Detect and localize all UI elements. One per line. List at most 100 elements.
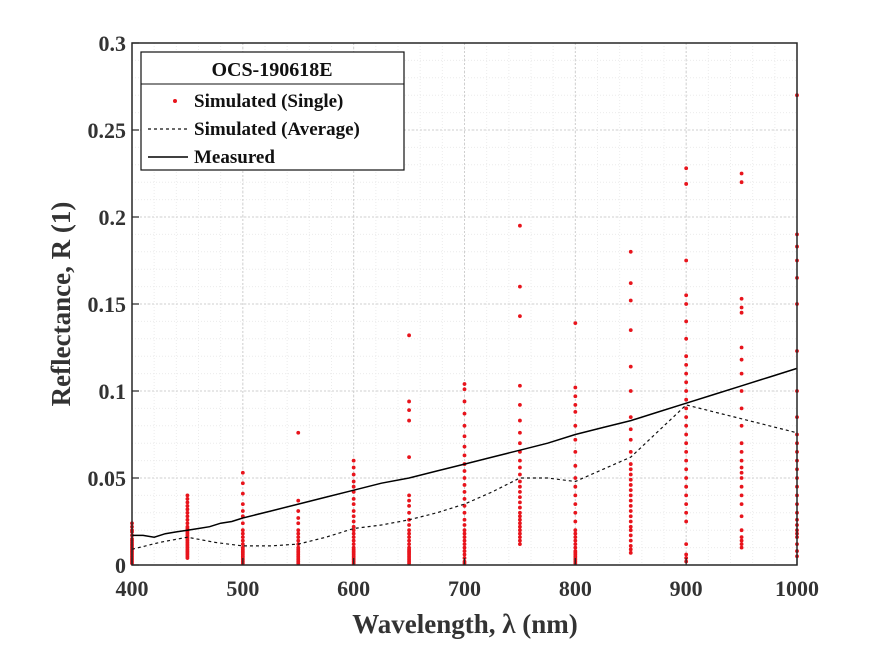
simulated-single-point [462,528,467,533]
simulated-single-point [407,510,411,515]
simulated-single-point [407,538,411,543]
simulated-single-point [573,531,578,536]
simulated-single-point [684,293,689,298]
simulated-single-point [684,166,689,171]
y-tick-label: 0.3 [99,31,127,56]
simulated-single-point [462,483,467,487]
simulated-single-point [407,542,411,547]
simulated-single-point [240,542,245,547]
simulated-single-point [684,476,689,480]
simulated-single-point [518,383,522,388]
simulated-single-point [684,371,689,376]
simulated-single-point [462,411,467,416]
simulated-single-point [684,542,689,547]
simulated-single-point [573,510,578,515]
simulated-single-point [240,538,245,543]
simulated-single-point [462,382,467,386]
simulated-single-point [628,538,633,543]
simulated-single-point [462,399,467,404]
simulated-single-point [573,437,578,442]
simulated-single-point [351,519,356,524]
simulated-single-point [684,354,689,359]
simulated-single-point [351,496,356,501]
simulated-single-point [684,423,689,428]
simulated-single-point [518,521,522,526]
simulated-single-point [628,415,633,419]
simulated-single-point [351,531,356,536]
simulated-single-point [573,535,578,540]
simulated-single-point [739,458,744,463]
legend-label-average: Simulated (Average) [194,119,360,140]
simulated-single-point [573,502,578,506]
simulated-single-point [739,493,744,498]
simulated-single-point [240,528,245,533]
simulated-single-point [739,371,744,376]
simulated-single-point [185,517,190,522]
simulated-single-point [628,364,633,369]
simulated-single-point [240,470,245,475]
simulated-single-point [628,528,633,533]
simulated-single-point [684,450,689,454]
simulated-single-point [573,403,578,407]
legend-swatch-single [173,99,177,103]
measured-line [132,367,798,538]
tick-layer: 400 500 600 700 800 900 1000 0 0.05 0.1 0.15 0.2 0.2… [88,31,820,601]
simulated-single-point [185,524,190,529]
simulated-single-point [296,531,301,536]
simulated-single-point [185,514,190,519]
simulated-single-point [407,455,411,460]
simulated-single-point [462,545,467,550]
simulated-single-point [407,408,411,413]
simulated-single-point [684,406,689,411]
simulated-single-point [628,543,633,548]
simulated-single-point [739,528,744,533]
simulated-single-point [628,524,633,529]
simulated-single-point [407,528,411,533]
simulated-single-point [240,502,245,506]
simulated-single-point [518,528,522,533]
simulated-single-point [573,394,578,399]
simulated-single-point [573,463,578,468]
simulated-single-point [739,470,744,475]
legend-label-single: Simulated (Single) [194,91,343,112]
simulated-single-point [462,542,467,547]
simulated-single-point [351,545,356,550]
simulated-single-point [240,481,245,486]
simulated-single-point [462,496,467,501]
simulated-single-point [684,552,689,557]
y-tick-label: 0.15 [88,292,127,317]
simulated-single-point [240,491,245,496]
x-tick-label: 600 [337,576,370,601]
simulated-single-point [351,524,356,529]
simulated-single-point [462,453,467,458]
x-tick-label: 900 [670,576,703,601]
simulated-single-point [296,538,301,543]
simulated-single-point [351,502,356,506]
simulated-single-point [684,319,689,324]
simulated-single-point [684,182,689,186]
simulated-single-point [684,458,689,463]
simulated-single-point [462,490,467,494]
simulated-single-point [573,493,578,498]
simulated-single-point [240,521,245,526]
simulated-single-point [684,363,689,367]
simulated-single-point [185,521,190,526]
simulated-single-point [462,538,467,543]
simulated-single-point [684,519,689,524]
simulated-single-point [407,535,411,540]
simulated-single-point [573,450,578,454]
simulated-single-point [628,550,633,555]
simulated-single-point [684,389,689,393]
simulated-single-point [739,450,744,454]
simulated-single-point [739,389,744,393]
simulated-single-point [518,505,522,510]
simulated-single-point [462,552,467,557]
simulated-single-point [573,519,578,524]
simulated-single-point [518,484,522,489]
simulated-single-point [684,467,689,472]
simulated-single-point [628,477,633,482]
simulated-single-point [739,502,744,506]
simulated-single-point [296,545,301,550]
simulated-single-point [185,507,190,512]
